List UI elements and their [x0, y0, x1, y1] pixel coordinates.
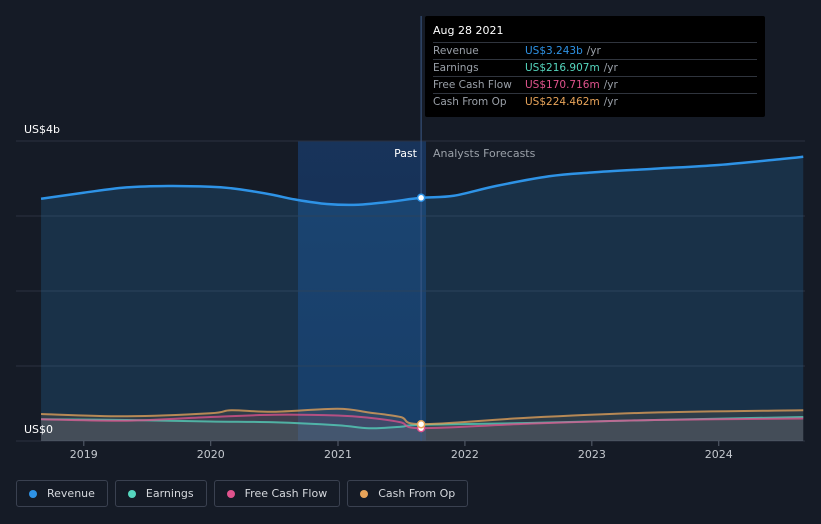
tooltip-label: Cash From Op — [433, 96, 507, 108]
past-label: Past — [394, 147, 418, 160]
tooltip-unit: /yr — [603, 62, 618, 74]
highlight-point-cash-from-op[interactable] — [416, 419, 426, 429]
series-line-cash-from-op — [41, 407, 804, 426]
series-area-revenue — [41, 156, 804, 441]
tooltip-label: Free Cash Flow — [433, 79, 512, 91]
tooltip-unit: /yr — [603, 96, 618, 108]
x-tick-label: 2024 — [705, 448, 733, 461]
tooltip-unit: /yr — [603, 79, 618, 91]
series-line-revenue — [40, 155, 804, 207]
tooltip: Aug 28 2021 Revenue US$3.243b /yr Earnin… — [425, 16, 765, 117]
x-tick-label: 2020 — [197, 448, 225, 461]
legend-label: Cash From Op — [378, 487, 456, 500]
legend-dot-icon — [360, 489, 369, 498]
legend: Revenue Earnings Free Cash Flow Cash Fro… — [16, 480, 469, 507]
tooltip-value: US$224.462m — [525, 96, 600, 108]
x-tick-label: 2023 — [578, 448, 606, 461]
x-tick-label: 2019 — [70, 448, 98, 461]
tooltip-value: US$170.716m — [525, 79, 600, 91]
tooltip-row-earnings: Earnings US$216.907m /yr — [433, 59, 757, 76]
legend-item-free-cash-flow[interactable]: Free Cash Flow — [213, 480, 341, 507]
legend-label: Free Cash Flow — [244, 487, 328, 500]
tooltip-value: US$3.243b — [525, 45, 583, 57]
x-tick-label: 2021 — [324, 448, 352, 461]
tooltip-unit: /yr — [586, 45, 601, 57]
y-label-bottom: US$0 — [24, 423, 53, 436]
tooltip-value: US$216.907m — [525, 62, 600, 74]
tooltip-label: Earnings — [433, 62, 479, 74]
tooltip-label: Revenue — [433, 45, 479, 57]
legend-dot-icon — [127, 489, 136, 498]
legend-item-earnings[interactable]: Earnings — [114, 480, 207, 507]
legend-dot-icon — [29, 489, 37, 498]
forecast-label: Analysts Forecasts — [433, 147, 536, 160]
legend-label: Earnings — [145, 487, 194, 500]
highlight-point-revenue[interactable] — [416, 193, 426, 203]
series-line-free-cash-flow — [41, 413, 804, 430]
legend-label: Revenue — [47, 487, 95, 500]
tooltip-row-revenue: Revenue US$3.243b /yr — [433, 42, 757, 59]
tooltip-row-cash-from-op: Cash From Op US$224.462m /yr — [433, 93, 757, 110]
tooltip-date: Aug 28 2021 — [433, 24, 504, 37]
legend-item-revenue[interactable]: Revenue — [16, 480, 108, 507]
tooltip-row-free-cash-flow: Free Cash Flow US$170.716m /yr — [433, 76, 757, 93]
x-tick-label: 2022 — [451, 448, 479, 461]
legend-dot-icon — [226, 489, 235, 498]
legend-item-cash-from-op[interactable]: Cash From Op — [347, 480, 469, 507]
y-label-top: US$4b — [24, 123, 60, 136]
